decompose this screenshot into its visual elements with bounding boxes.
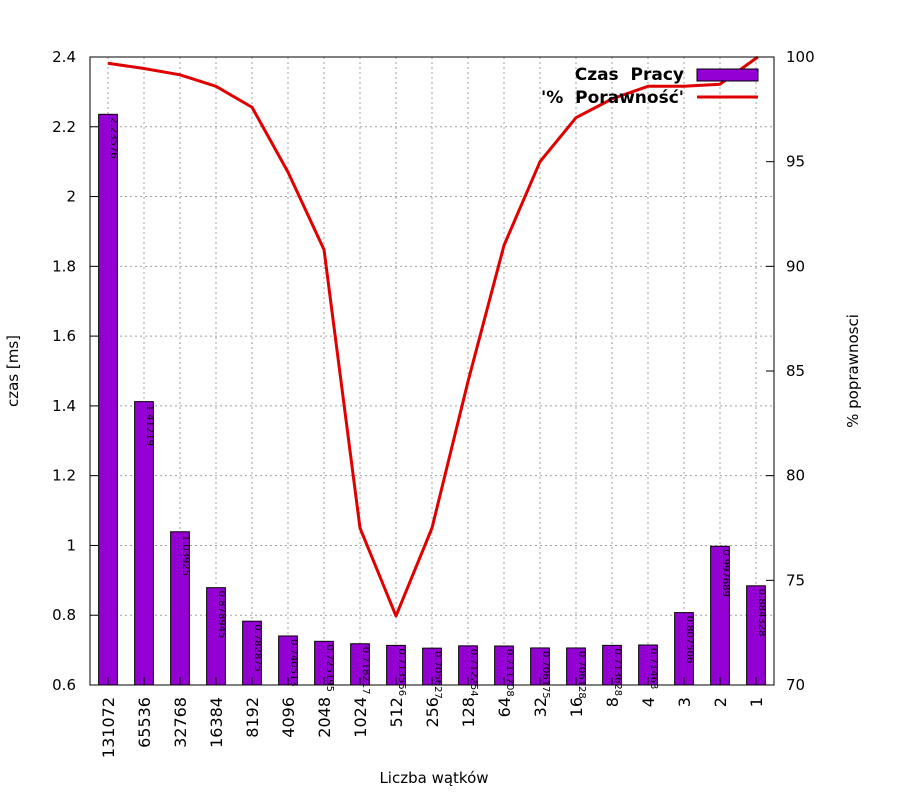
legend-label-accuracy: '% Porawność': [541, 88, 684, 108]
x-tick-label: 2: [711, 697, 730, 707]
y2-tick-label: 95: [786, 153, 805, 171]
plot-frame: [89, 56, 775, 686]
grid: [90, 57, 774, 685]
bar-value-label: 0.712254: [468, 649, 479, 697]
y-tick-label: 1.8: [52, 257, 76, 275]
legend-label-time: Czas Pracy: [575, 65, 684, 85]
bar-value-label: 0.884328: [756, 589, 767, 637]
bar-value-label: 0.706128: [576, 651, 587, 699]
x-tick-label: 256: [423, 697, 442, 728]
y2-tick-label: 100: [786, 48, 815, 66]
y-tick-label: 1.6: [52, 327, 76, 345]
y2-tick-label: 75: [786, 571, 805, 589]
bar-value-label: 0.713556: [396, 648, 407, 696]
legend: Czas Pracy '% Porawność': [541, 65, 759, 108]
x-tick-label: 2048: [315, 697, 334, 738]
y2-tick-label: 70: [786, 676, 805, 694]
bar-value-label: 1.03925: [180, 535, 191, 576]
x-tick-label: 4: [639, 697, 658, 707]
bar-value-label: 0.740513: [288, 639, 299, 687]
x-tick-label: 128: [459, 697, 478, 728]
x-tick-label: 4096: [279, 697, 298, 738]
x-tick-label: 3: [675, 697, 694, 707]
x-tick-label: 512: [387, 697, 406, 728]
x-tick-label: 16: [567, 697, 586, 717]
bar-value-label: 2.23576: [108, 117, 119, 158]
bar-value-label: 0.878945: [216, 591, 227, 639]
y2-tick-label: 90: [786, 257, 805, 275]
bar-value-label: 1.41219: [144, 405, 155, 446]
bar-value-label: 0.705627: [432, 651, 443, 699]
x-tick-label: 32: [531, 697, 550, 717]
line-series: [107, 55, 759, 618]
axes: 0.60.811.21.41.61.822.22.470758085909510…: [52, 48, 815, 758]
x-tick-label: 131072: [99, 697, 118, 758]
bar-value-label: 0.71463: [648, 648, 659, 689]
x-tick-label: 65536: [135, 697, 154, 748]
y-axis-label: czas [ms]: [4, 335, 22, 407]
y2-tick-label: 85: [786, 362, 805, 380]
bar-value-label: 0.725195: [324, 644, 335, 692]
y-tick-label: 0.6: [52, 676, 76, 694]
x-tick-label: 1024: [351, 697, 370, 738]
y-tick-label: 2: [66, 188, 76, 206]
y-tick-label: 2.4: [52, 48, 76, 66]
x-tick-label: 1: [747, 697, 766, 707]
x-tick-label: 8192: [243, 697, 262, 738]
bar-value-label: 0.711708: [504, 649, 515, 697]
x-tick-label: 64: [495, 697, 514, 717]
bar: [98, 113, 118, 686]
bar-value-label: 0.807506: [684, 616, 695, 664]
y-tick-label: 2.2: [52, 118, 76, 136]
x-tick-label: 16384: [207, 697, 226, 748]
x-axis-label: Liczba wątków: [379, 769, 488, 787]
y-tick-label: 1.4: [52, 397, 76, 415]
bars: [98, 113, 766, 686]
y2-axis-label: % poprawnosci: [844, 314, 862, 428]
y-tick-label: 1: [66, 536, 76, 554]
bar-value-label: 0.782875: [252, 624, 263, 672]
x-tick-label: 32768: [171, 697, 190, 748]
x-tick-label: 8: [603, 697, 622, 707]
y2-tick-label: 80: [786, 467, 805, 485]
bar-labels: 2.23576 1.41219 1.03925 0.878945 0.782875 0.7…: [108, 117, 767, 699]
bar-value-label: 0.713628: [612, 648, 623, 696]
legend-swatch-time: [696, 68, 759, 82]
y-tick-label: 0.8: [52, 606, 76, 624]
bar-value-label: 0.718217: [360, 647, 371, 695]
bar-value-label: 0.997689: [720, 549, 731, 597]
y-tick-label: 1.2: [52, 467, 76, 485]
bar-value-label: 0.706175: [540, 651, 551, 699]
